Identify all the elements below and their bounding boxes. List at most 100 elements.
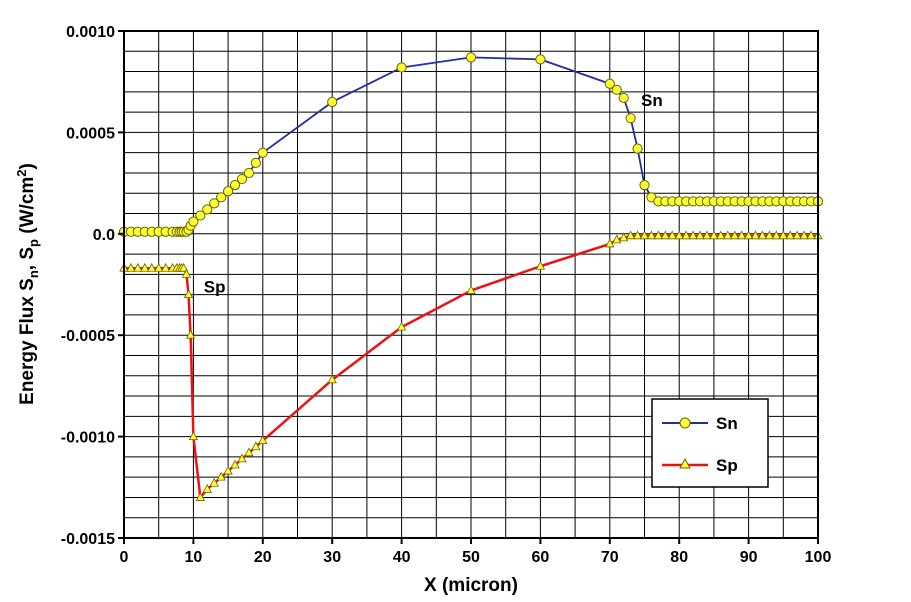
data-point-sp [619, 232, 629, 242]
data-point-sp [625, 230, 636, 240]
data-point-sp [230, 459, 240, 469]
y-tick-label: 0.0005 [66, 125, 115, 142]
data-point-sp [251, 441, 261, 451]
data-point-sp [736, 230, 747, 240]
y-tick-label: 0.0010 [66, 24, 115, 41]
data-point-sp [709, 230, 719, 240]
data-point-sp [160, 262, 171, 272]
x-tick-label: 10 [185, 549, 203, 566]
data-point-sn [327, 96, 338, 108]
data-point-sn [209, 198, 220, 209]
data-point-sp [612, 234, 622, 244]
annotation-sp: Sp [204, 278, 226, 297]
y-tick-labels: 0.0010 0.0005 0.0 -0.0005 -0.0010 -0.0015 [61, 24, 115, 548]
data-point-sp [209, 477, 219, 487]
legend-sn-marker [679, 417, 691, 429]
data-point-sp [674, 230, 684, 240]
data-point-sn [243, 167, 255, 179]
x-tick-label: 60 [532, 549, 550, 566]
data-point-sp [179, 262, 189, 272]
annotations: Sn Sp [204, 91, 663, 297]
data-point-sp [154, 262, 164, 272]
x-tick-label: 50 [462, 549, 480, 566]
data-point-sp [188, 431, 199, 441]
x-axis-title: X (micron) [424, 575, 518, 596]
data-point-sn [229, 180, 241, 191]
data-point-sp [688, 230, 698, 240]
data-point-sn [216, 192, 227, 203]
x-tick-label: 90 [740, 549, 758, 566]
x-tick-label: 80 [670, 549, 688, 566]
data-point-sp [327, 374, 337, 384]
x-tick-label: 40 [393, 549, 411, 566]
data-point-sn [202, 204, 213, 215]
data-point-sp [750, 230, 761, 240]
x-tick-label: 20 [254, 549, 272, 566]
data-point-sp [202, 483, 212, 493]
data-point-sn [396, 62, 407, 73]
legend-sn-label: Sn [716, 414, 738, 433]
data-point-sp [660, 230, 670, 240]
data-point-sp [216, 471, 226, 481]
data-point-sp [778, 230, 788, 240]
data-point-sp [764, 230, 775, 240]
data-point-sn [535, 54, 546, 65]
data-point-sn [236, 173, 248, 185]
data-point-sp [126, 262, 136, 272]
data-point-sn [465, 52, 477, 63]
data-point-sp [195, 492, 206, 501]
x-tick-label: 0 [120, 549, 129, 566]
data-point-sn [611, 84, 622, 95]
legend: Sn Sp [651, 398, 769, 488]
data-point-sp [730, 230, 740, 240]
legend-sp-marker [679, 457, 691, 469]
data-point-sp [632, 230, 643, 240]
tick-marks [118, 30, 819, 544]
data-point-sp [244, 447, 254, 457]
data-point-sp [785, 230, 795, 240]
data-point-sp [806, 230, 816, 240]
y-tick-label: -0.0015 [61, 531, 115, 548]
data-point-sp [653, 230, 664, 240]
data-point-sn [604, 78, 615, 89]
data-point-sp [223, 465, 233, 475]
data-point-sp [792, 230, 802, 240]
data-point-sp [667, 230, 677, 240]
data-point-sp [140, 262, 150, 272]
data-point-sp [681, 230, 691, 240]
data-point-sp [181, 269, 192, 278]
data-point-sn [250, 157, 261, 168]
y-tick-label: -0.0005 [61, 328, 115, 345]
data-point-sp [237, 453, 247, 463]
data-point-sn [188, 216, 199, 227]
series-layer [118, 52, 824, 501]
data-point-sp [743, 230, 754, 240]
y-axis-title: Energy Flux Sn, Sp (W/cm2) [14, 163, 41, 405]
x-tick-label: 100 [805, 549, 832, 566]
data-point-sn [195, 210, 206, 221]
data-point-sp [185, 329, 196, 339]
data-point-sn [625, 113, 636, 124]
data-point-sn [632, 143, 643, 154]
data-point-sp [183, 289, 194, 299]
data-point-sp [605, 238, 615, 248]
data-point-sp [396, 321, 407, 331]
x-tick-label: 30 [323, 549, 341, 566]
data-point-sp [716, 230, 726, 240]
x-tick-label: 70 [601, 549, 619, 566]
annotation-sn: Sn [641, 91, 663, 110]
legend-box [651, 398, 769, 488]
data-point-sp [695, 230, 705, 240]
data-point-sp [799, 230, 809, 240]
data-point-sn [223, 186, 234, 197]
data-point-sp [535, 260, 546, 270]
legend-sp-label: Sp [716, 456, 738, 475]
data-point-sp [757, 230, 768, 240]
data-point-sp [639, 230, 650, 240]
data-point-sp [702, 230, 712, 240]
data-point-sp [133, 262, 143, 272]
y-tick-label: 0.0 [93, 227, 115, 244]
data-point-sp [147, 262, 157, 272]
y-tick-label: -0.0010 [61, 430, 115, 447]
